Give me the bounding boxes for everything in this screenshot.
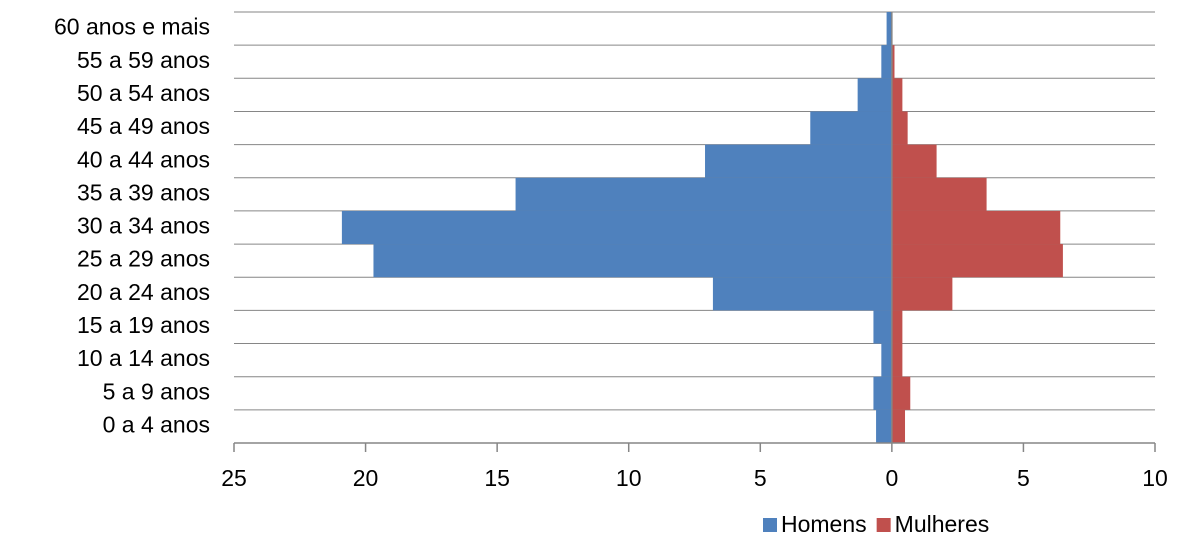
bar <box>712 277 892 311</box>
bar <box>341 210 892 245</box>
y-tick-label: 40 a 44 anos <box>77 146 210 172</box>
legend-label: Homens <box>781 511 867 537</box>
x-tick-label: 10 <box>616 465 642 491</box>
bar <box>876 409 892 443</box>
bar <box>891 177 987 211</box>
bar <box>891 409 906 443</box>
legend-swatch <box>876 518 891 532</box>
bar <box>891 376 911 410</box>
y-tick-label: 50 a 54 anos <box>77 80 210 106</box>
y-tick-label: 45 a 49 anos <box>77 113 210 139</box>
y-tick-label: 35 a 39 anos <box>77 179 210 205</box>
x-tick-label: 25 <box>221 465 247 491</box>
bar <box>891 45 895 79</box>
bar <box>873 376 892 410</box>
bar <box>891 343 903 377</box>
bar <box>891 111 908 145</box>
bar <box>857 78 892 112</box>
x-tick-label: 5 <box>754 465 767 491</box>
bar <box>891 210 1061 245</box>
y-tick-label: 60 anos e mais <box>54 14 210 40</box>
bar <box>891 244 1063 278</box>
bar <box>373 244 892 278</box>
y-tick-label: 10 a 14 anos <box>77 345 210 371</box>
x-tick-label: 20 <box>353 465 379 491</box>
x-tick-label: 15 <box>484 465 510 491</box>
y-tick-label: 5 a 9 anos <box>103 378 210 404</box>
bar <box>873 310 892 344</box>
bar <box>515 177 892 211</box>
bar <box>891 144 937 178</box>
legend-swatch <box>763 518 777 532</box>
y-tick-label: 55 a 59 anos <box>77 47 210 73</box>
y-tick-label: 30 a 34 anos <box>77 213 210 239</box>
bar <box>810 111 892 145</box>
y-tick-label: 0 a 4 anos <box>103 412 210 438</box>
bar <box>886 12 892 46</box>
x-tick-label: 0 <box>885 465 898 491</box>
y-tick-label: 20 a 24 anos <box>77 279 210 305</box>
x-tick-label: 5 <box>1017 465 1030 491</box>
legend-label: Mulheres <box>895 511 990 537</box>
bar <box>705 144 892 178</box>
bar <box>891 310 903 344</box>
bar <box>891 78 903 112</box>
bar <box>891 277 953 311</box>
bar <box>881 343 892 377</box>
y-tick-label: 15 a 19 anos <box>77 312 210 338</box>
bar <box>881 45 892 79</box>
x-tick-label: 10 <box>1142 465 1168 491</box>
y-tick-label: 25 a 29 anos <box>77 246 210 272</box>
